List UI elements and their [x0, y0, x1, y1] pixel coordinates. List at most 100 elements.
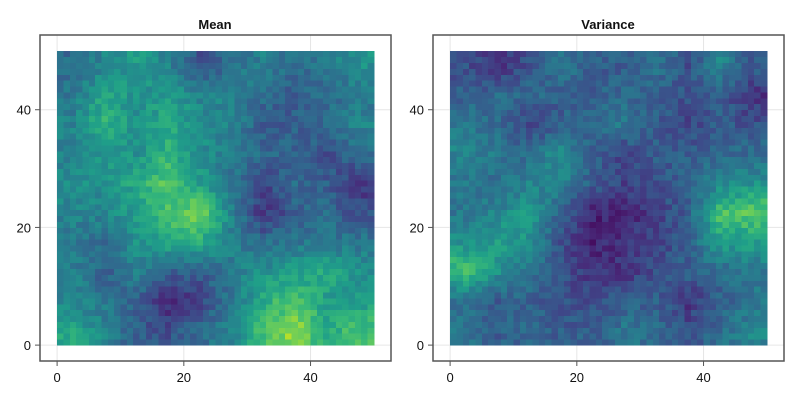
- heatmap-cell: [469, 304, 476, 310]
- heatmap-cell: [539, 227, 546, 233]
- heatmap-cell: [266, 180, 273, 186]
- heatmap-cell: [273, 322, 280, 328]
- heatmap-cell: [570, 316, 577, 322]
- heatmap-cell: [273, 169, 280, 175]
- heatmap-cell: [108, 57, 115, 63]
- heatmap-cell: [171, 145, 178, 151]
- heatmap-cell: [63, 122, 70, 128]
- heatmap-cell: [349, 163, 356, 169]
- heatmap-cell: [621, 104, 628, 110]
- heatmap-cell: [146, 92, 153, 98]
- heatmap-cell: [63, 233, 70, 239]
- heatmap-cell: [450, 145, 457, 151]
- heatmap-cell: [596, 322, 603, 328]
- heatmap-cell: [57, 122, 64, 128]
- heatmap-cell: [558, 180, 565, 186]
- heatmap-cell: [723, 227, 730, 233]
- heatmap-cell: [596, 63, 603, 69]
- heatmap-cell: [456, 292, 463, 298]
- heatmap-cell: [558, 174, 565, 180]
- heatmap-cell: [342, 245, 349, 251]
- heatmap-cell: [672, 310, 679, 316]
- heatmap-cell: [621, 222, 628, 228]
- heatmap-cell: [266, 257, 273, 263]
- heatmap-cell: [190, 180, 197, 186]
- heatmap-cell: [482, 133, 489, 139]
- heatmap-cell: [336, 292, 343, 298]
- heatmap-cell: [279, 57, 286, 63]
- heatmap-cell: [723, 245, 730, 251]
- heatmap-cell: [361, 245, 368, 251]
- heatmap-cell: [539, 310, 546, 316]
- heatmap-cell: [551, 333, 558, 339]
- heatmap-cell: [108, 86, 115, 92]
- heatmap-cell: [532, 316, 539, 322]
- heatmap-cell: [63, 210, 70, 216]
- heatmap-cell: [482, 286, 489, 292]
- heatmap-cell: [292, 145, 299, 151]
- heatmap-cell: [672, 316, 679, 322]
- heatmap-cell: [666, 216, 673, 222]
- heatmap-cell: [89, 69, 96, 75]
- heatmap-cell: [266, 327, 273, 333]
- heatmap-cell: [311, 51, 318, 57]
- heatmap-cell: [368, 274, 375, 280]
- heatmap-cell: [292, 180, 299, 186]
- heatmap-cell: [488, 280, 495, 286]
- heatmap-cell: [545, 51, 552, 57]
- heatmap-cell: [165, 86, 172, 92]
- heatmap-cell: [114, 227, 121, 233]
- heatmap-cell: [564, 316, 571, 322]
- heatmap-cell: [146, 110, 153, 116]
- heatmap-cell: [330, 174, 337, 180]
- heatmap-cell: [653, 339, 660, 345]
- heatmap-cell: [177, 116, 184, 122]
- heatmap-cell: [235, 198, 242, 204]
- heatmap-cell: [177, 151, 184, 157]
- heatmap-cell: [101, 263, 108, 269]
- heatmap-cell: [463, 333, 470, 339]
- heatmap-cell: [228, 210, 235, 216]
- heatmap-cell: [311, 69, 318, 75]
- heatmap-cell: [602, 104, 609, 110]
- heatmap-cell: [507, 245, 514, 251]
- heatmap-cell: [577, 239, 584, 245]
- heatmap-cell: [152, 263, 159, 269]
- heatmap-cell: [532, 57, 539, 63]
- heatmap-cell: [602, 151, 609, 157]
- heatmap-cell: [323, 86, 330, 92]
- heatmap-cell: [349, 245, 356, 251]
- heatmap-cell: [659, 151, 666, 157]
- heatmap-cell: [621, 310, 628, 316]
- heatmap-cell: [184, 133, 191, 139]
- heatmap-cell: [235, 239, 242, 245]
- heatmap-cell: [628, 116, 635, 122]
- heatmap-cell: [336, 69, 343, 75]
- heatmap-cell: [279, 239, 286, 245]
- heatmap-cell: [520, 333, 527, 339]
- heatmap-cell: [602, 180, 609, 186]
- heatmap-cell: [317, 245, 324, 251]
- heatmap-cell: [716, 174, 723, 180]
- heatmap-cell: [298, 298, 305, 304]
- heatmap-cell: [82, 110, 89, 116]
- heatmap-cell: [723, 327, 730, 333]
- heatmap-cell: [146, 251, 153, 257]
- heatmap-cell: [139, 251, 146, 257]
- heatmap-cell: [685, 157, 692, 163]
- heatmap-cell: [475, 174, 482, 180]
- heatmap-cell: [482, 63, 489, 69]
- heatmap-cell: [120, 86, 127, 92]
- heatmap-cell: [456, 122, 463, 128]
- heatmap-cell: [710, 233, 717, 239]
- heatmap-cell: [298, 92, 305, 98]
- heatmap-cell: [520, 269, 527, 275]
- heatmap-cell: [558, 286, 565, 292]
- heatmap-cell: [653, 80, 660, 86]
- heatmap-cell: [292, 157, 299, 163]
- heatmap-cell: [76, 280, 83, 286]
- heatmap-cell: [685, 92, 692, 98]
- heatmap-cell: [723, 98, 730, 104]
- heatmap-cell: [697, 86, 704, 92]
- heatmap-cell: [114, 233, 121, 239]
